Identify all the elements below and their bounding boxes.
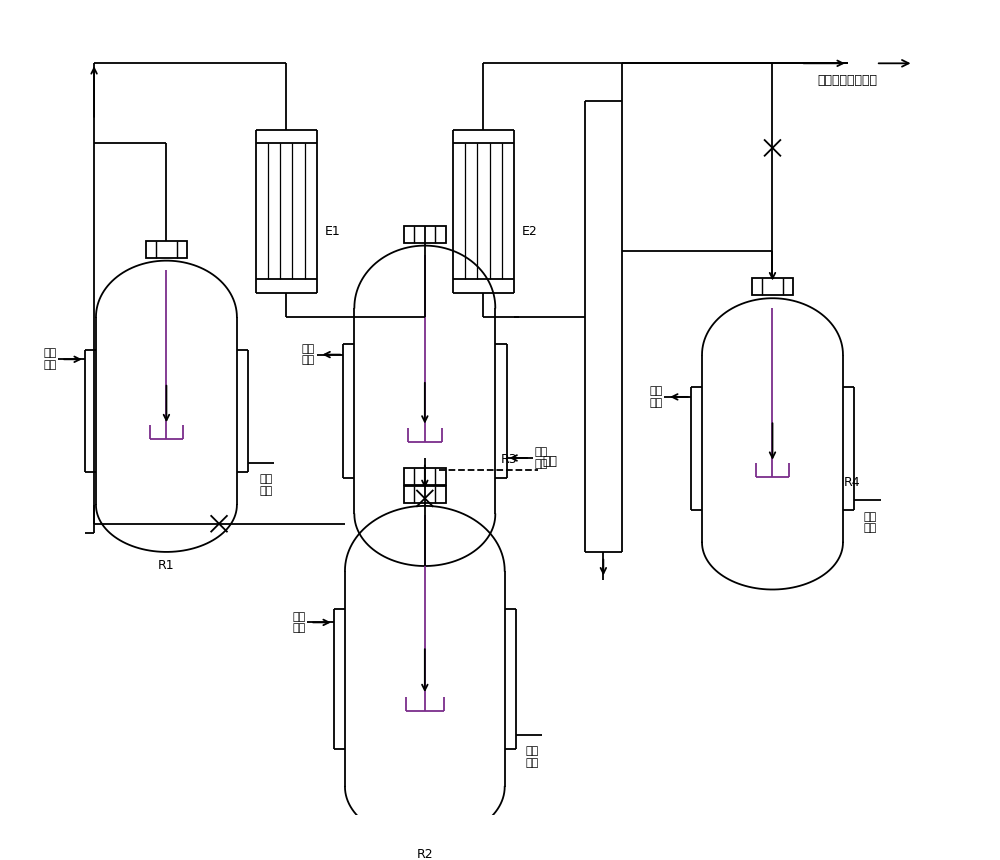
Text: E2: E2: [522, 225, 537, 238]
Bar: [404, 469, 446, 485]
Text: R1: R1: [158, 559, 175, 572]
Text: 蚸气
出口: 蚸气 出口: [525, 746, 539, 768]
Bar: [404, 486, 446, 503]
Text: E1: E1: [324, 225, 340, 238]
Text: 盐水
出口: 盐水 出口: [649, 386, 663, 408]
Text: 盐水
进口: 盐水 进口: [535, 447, 548, 469]
Text: 蚸气
进口: 蚸气 进口: [292, 611, 305, 633]
Text: R3: R3: [501, 452, 518, 465]
Text: R2: R2: [417, 848, 433, 860]
Text: 碱处理后高空排放: 碱处理后高空排放: [818, 74, 878, 87]
Text: 蚸气
出口: 蚸气 出口: [259, 474, 273, 495]
Text: R4: R4: [844, 476, 861, 489]
Bar: [146, 241, 187, 258]
Text: 蚸气
进口: 蚸气 进口: [43, 348, 56, 370]
Bar: [404, 226, 446, 243]
Text: 盐水
出口: 盐水 出口: [302, 344, 315, 366]
Bar: [752, 279, 793, 295]
Text: 盐水
进口: 盐水 进口: [864, 512, 877, 533]
Text: 氮气: 氮气: [542, 456, 557, 469]
